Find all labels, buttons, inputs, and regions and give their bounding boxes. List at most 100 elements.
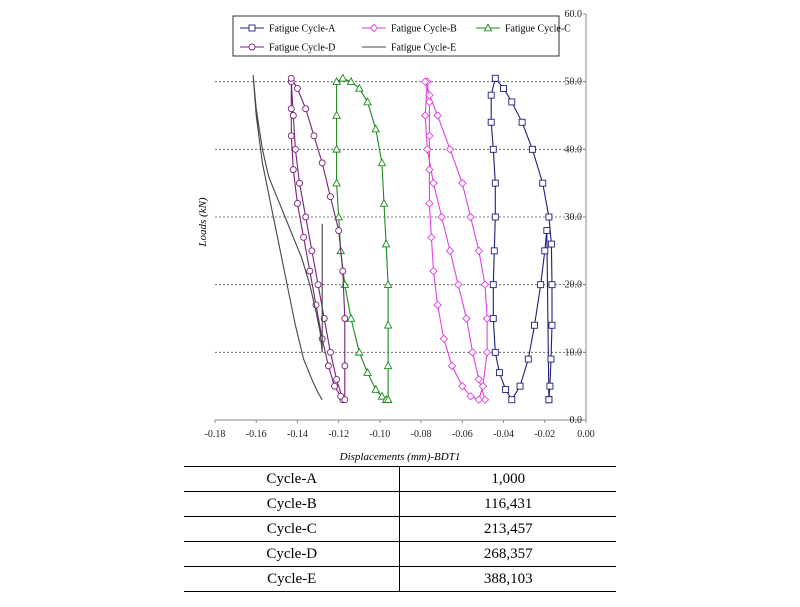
data-point xyxy=(425,199,434,208)
data-point xyxy=(480,280,490,289)
data-point xyxy=(531,321,538,329)
data-point xyxy=(346,313,356,322)
cycle-count-cell: 388,103 xyxy=(399,566,616,592)
data-point xyxy=(466,212,475,222)
data-point xyxy=(474,246,484,256)
data-point xyxy=(354,347,364,356)
series-b xyxy=(420,77,492,404)
series-d xyxy=(287,74,349,404)
data-point xyxy=(363,97,372,106)
table-row: Cycle-A 1,000 xyxy=(184,466,616,492)
data-point xyxy=(491,348,499,356)
x-tick-label: -0.08 xyxy=(411,429,432,440)
data-point xyxy=(528,145,536,153)
data-point xyxy=(500,84,508,92)
table-row: Cycle-D 268,357 xyxy=(184,541,616,567)
data-point xyxy=(293,200,301,207)
data-point xyxy=(495,369,503,377)
data-point xyxy=(287,132,295,140)
data-point xyxy=(425,131,434,141)
x-tick-label: -0.10 xyxy=(369,429,390,440)
y-tick-label: 10.0 xyxy=(565,347,583,358)
x-tick-label: -0.16 xyxy=(246,429,267,440)
series-c xyxy=(332,73,393,403)
x-tick-labels: -0.18 -0.16 -0.14 -0.12 -0.10 -0.08 -0.06 -0.04… xyxy=(205,420,595,440)
data-point xyxy=(491,179,499,187)
data-point xyxy=(308,247,316,255)
data-point xyxy=(433,111,442,120)
y-tick-label: 60.0 xyxy=(565,9,583,20)
data-point xyxy=(314,281,322,289)
data-point xyxy=(354,83,364,92)
data-point xyxy=(332,178,341,187)
data-point xyxy=(326,348,334,356)
legend-marker xyxy=(248,24,256,32)
legend-label: Fatigue Cycle-D xyxy=(269,43,335,54)
cycle-count-cell: 1,000 xyxy=(399,466,616,492)
data-point xyxy=(296,179,303,187)
table-row: Cycle-B 116,431 xyxy=(184,491,616,517)
data-point xyxy=(371,384,381,393)
legend-item: Fatigue Cycle-D xyxy=(240,43,335,54)
data-point xyxy=(383,279,393,288)
cycle-label-cell: Cycle-E xyxy=(184,566,401,592)
cycle-count-cell: 213,457 xyxy=(399,516,616,542)
legend-item: Fatigue Cycle-B xyxy=(362,24,457,35)
cycle-count-cell: 268,357 xyxy=(399,541,616,567)
y-axis-title: Loads (kN) xyxy=(197,197,209,248)
x-axis-title: Displacements (mm)-BDT1 xyxy=(339,451,461,463)
legend-item: Fatigue Cycle-C xyxy=(476,23,571,35)
data-point xyxy=(306,267,314,275)
data-point xyxy=(458,381,467,391)
data-point xyxy=(445,246,455,256)
data-point xyxy=(291,145,299,153)
data-point xyxy=(333,375,341,383)
data-point xyxy=(383,394,393,403)
data-point xyxy=(437,212,446,222)
data-point xyxy=(487,118,495,126)
data-point xyxy=(447,361,457,371)
data-point xyxy=(341,362,349,370)
data-point xyxy=(379,198,389,207)
data-point xyxy=(518,118,526,126)
data-point xyxy=(332,76,341,85)
data-point xyxy=(289,112,297,119)
data-point xyxy=(543,227,551,234)
data-point xyxy=(439,334,449,344)
series-e xyxy=(252,74,323,400)
data-point xyxy=(524,355,532,363)
data-point xyxy=(420,111,430,120)
series-line xyxy=(424,81,488,401)
data-point xyxy=(293,84,301,92)
x-tick-label: -0.14 xyxy=(287,429,308,440)
data-point xyxy=(318,159,326,167)
data-point xyxy=(331,382,338,390)
data-point xyxy=(545,213,553,221)
data-point xyxy=(381,239,391,248)
y-tick-label: 20.0 xyxy=(565,280,583,291)
data-point xyxy=(310,132,318,140)
data-point xyxy=(363,367,372,376)
data-point xyxy=(478,381,488,391)
data-point xyxy=(332,110,341,119)
legend-marker xyxy=(248,43,256,51)
data-point xyxy=(339,267,347,275)
y-tick-labels: 0.0 10.0 20.0 30.0 40.0 50.0 60.0 xyxy=(565,9,586,426)
data-point xyxy=(546,382,554,390)
data-point xyxy=(474,375,484,384)
x-tick-label: -0.04 xyxy=(493,429,514,440)
cycle-table: Cycle-A 1,000 Cycle-B 116,431 Cycle-C 213,457… xyxy=(184,466,616,592)
data-point xyxy=(287,74,295,82)
data-point xyxy=(474,395,484,404)
cycle-label-cell: Cycle-D xyxy=(184,541,401,567)
y-tick-label: 50.0 xyxy=(565,77,583,88)
data-point xyxy=(423,145,432,154)
legend-marker xyxy=(369,23,379,33)
data-point xyxy=(487,91,495,99)
data-point xyxy=(302,213,310,221)
x-tick-label: 0.00 xyxy=(577,429,595,440)
legend-item: Fatigue Cycle-E xyxy=(362,43,456,54)
x-tick-label: -0.06 xyxy=(452,429,473,440)
series-line xyxy=(252,74,323,400)
data-point xyxy=(287,105,295,113)
